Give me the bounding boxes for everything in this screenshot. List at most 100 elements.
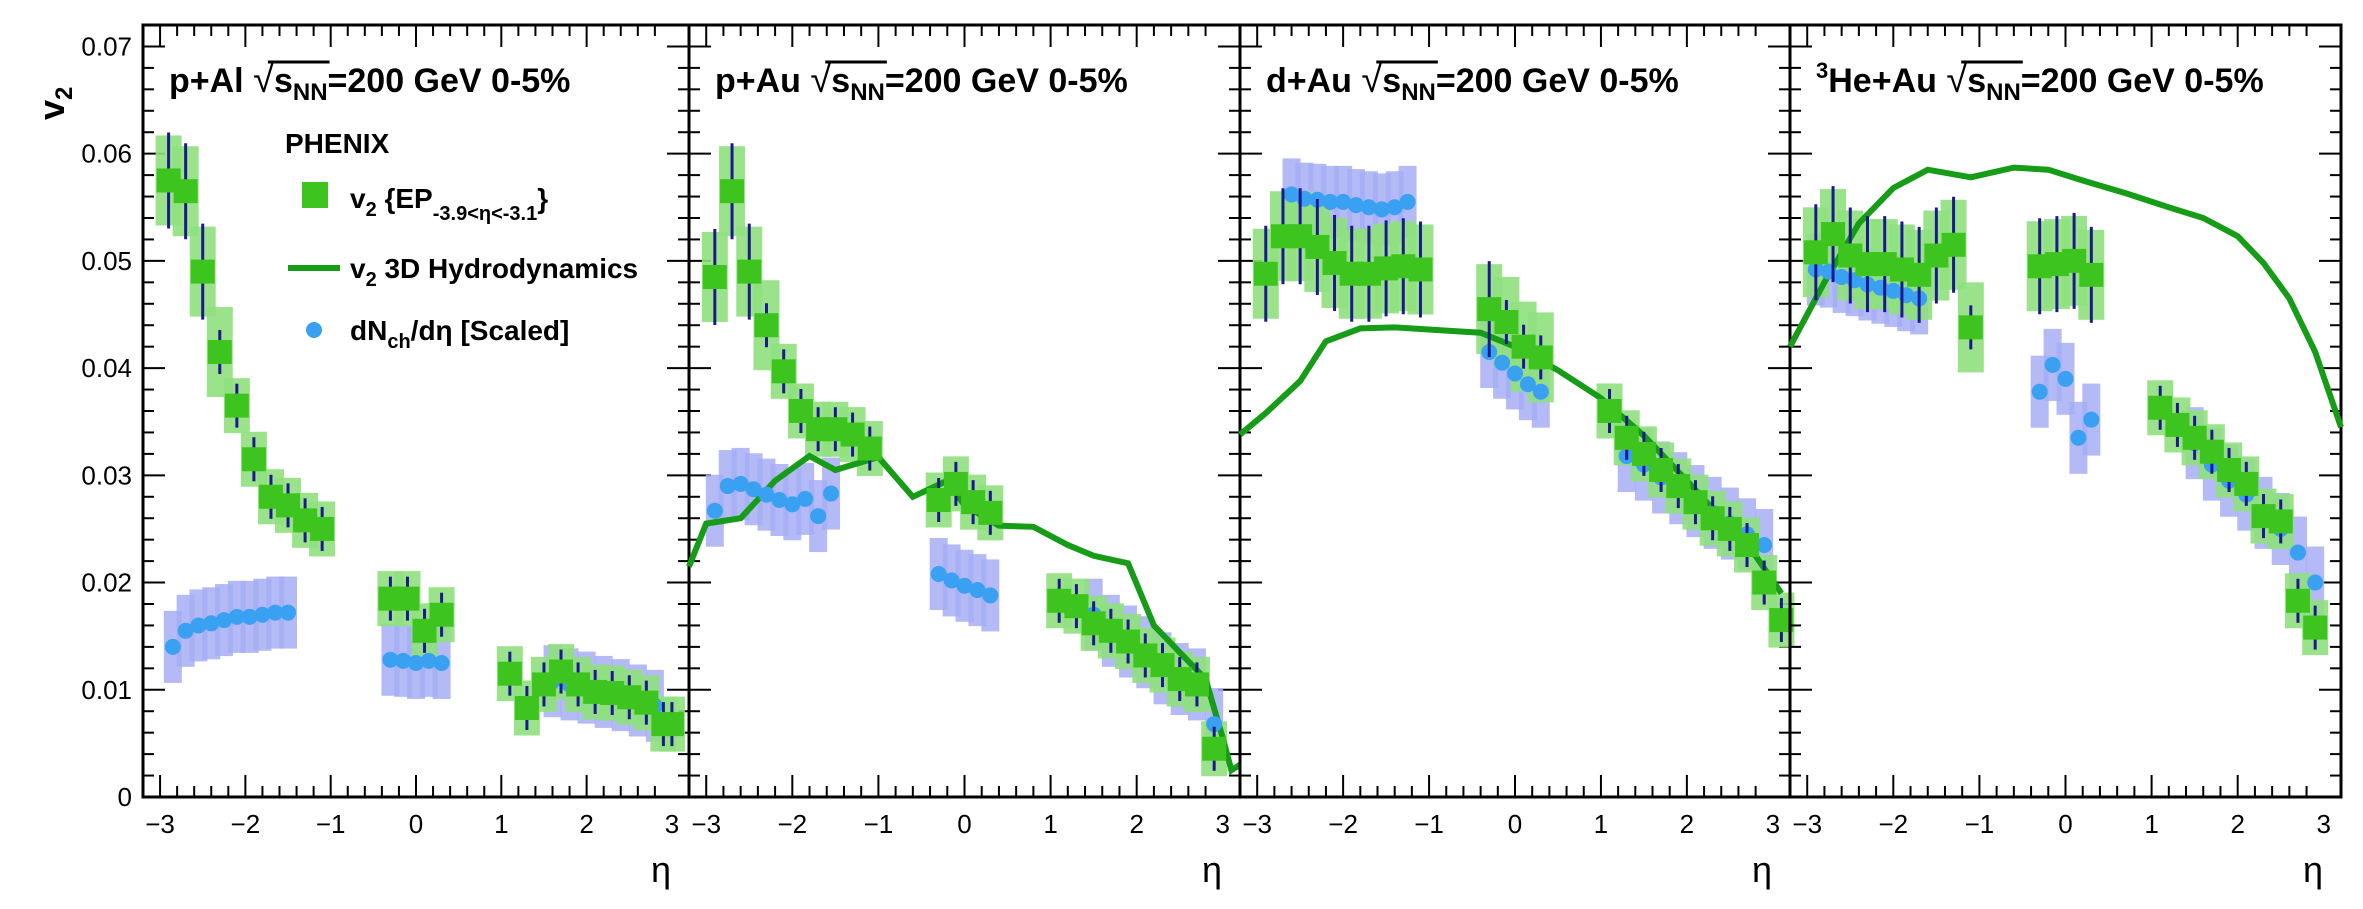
x-tick-label: 2: [1129, 809, 1143, 839]
x-tick-label: −2: [777, 809, 807, 839]
x-tick-label: 3: [665, 809, 679, 839]
legend-ep-entry: v2 {EP-3.9<η<-3.1}: [302, 182, 548, 225]
ep-point: [659, 712, 684, 737]
y-tick-label: 0.04: [81, 353, 132, 383]
dndeta-point: [784, 496, 801, 513]
dndeta-point: [1532, 383, 1549, 400]
x-tick-label: −2: [1878, 809, 1908, 839]
panel-3: −3 −2 −1 0 1 2 3 η d+Au √sNN=200 GeV 0-5%: [1238, 23, 1795, 890]
dndeta-point: [408, 654, 424, 671]
dndeta-point: [771, 491, 788, 508]
ep-point: [514, 696, 539, 721]
ep-point: [207, 340, 232, 365]
ep-point: [754, 313, 779, 338]
ep-point: [497, 661, 522, 686]
dndeta-point: [758, 486, 775, 503]
ep-point: [310, 516, 335, 541]
x-tick-label: 2: [579, 809, 593, 839]
panel-1: −3 −2 −1 0 1 2 3 η p+Al √sNN=200 GeV 0-5%: [141, 23, 691, 890]
x-tick-label: −3: [145, 809, 175, 839]
dndeta-point: [982, 587, 999, 604]
dndeta-point: [969, 582, 986, 599]
dndeta-point: [241, 608, 258, 625]
panel-frame: [1238, 23, 1792, 799]
x-tick-label: 3: [2317, 809, 2331, 839]
ep-point: [1752, 570, 1777, 595]
dndeta-point: [1756, 537, 1773, 554]
dndeta-point: [2083, 411, 2100, 428]
legend-ep-marker: [302, 182, 328, 208]
experiment-label: PHENIX: [285, 128, 390, 159]
ep-point: [1528, 345, 1553, 370]
ep-point: [857, 436, 882, 461]
ep-point: [1253, 261, 1278, 286]
ep-point: [1735, 533, 1760, 558]
panel-title: p+Al √sNN=200 GeV 0-5%: [169, 59, 570, 106]
y-tick-label: 0.06: [81, 139, 132, 169]
dndeta-point: [1360, 199, 1377, 216]
y-tick-label: 0: [118, 782, 132, 812]
dndeta-point: [810, 508, 827, 525]
ep-point: [634, 690, 659, 715]
ep-point: [2285, 588, 2310, 613]
x-axis-title: η: [651, 849, 671, 890]
dndeta-point: [2307, 574, 2324, 591]
y-tick-label: 0.02: [81, 568, 132, 598]
x-tick-label: −2: [1328, 809, 1358, 839]
hydro-curve: [1787, 164, 2344, 429]
panel-title: d+Au √sNN=200 GeV 0-5%: [1266, 59, 1679, 106]
dndeta-point: [216, 612, 233, 629]
dndeta-point: [164, 638, 181, 655]
x-tick-label: 0: [1508, 809, 1522, 839]
x-tick-label: −3: [1792, 809, 1822, 839]
dndeta-point: [1885, 282, 1902, 299]
x-tick-label: 3: [1216, 809, 1230, 839]
legend-hydro-label: v2 3D Hydrodynamics: [350, 253, 638, 291]
x-tick-label: 2: [2230, 809, 2244, 839]
ep-point: [2268, 509, 2293, 534]
x-tick-label: 1: [1594, 809, 1608, 839]
dndeta-point: [943, 572, 960, 589]
dndeta-point: [1399, 193, 1416, 210]
ep-point: [173, 179, 198, 204]
dndeta-point: [1833, 268, 1850, 285]
x-tick-label: 0: [2058, 809, 2072, 839]
ep-point: [190, 259, 215, 284]
ep-point: [1597, 399, 1622, 423]
ep-point: [241, 447, 266, 472]
ep-point: [395, 586, 420, 611]
dndeta-point: [1519, 376, 1536, 393]
dndeta-point: [1494, 354, 1511, 371]
svg-text:v2: v2: [31, 87, 78, 120]
x-tick-label: −3: [691, 809, 721, 839]
ep-point: [720, 179, 745, 204]
panels-group: −3 −2 −1 0 1 2 3 η p+Al √sNN=200 GeV 0-5% −3 −2 −1 0…: [81, 23, 2344, 890]
ep-point: [1408, 257, 1433, 282]
ep-point: [978, 500, 1003, 525]
x-axis-title: η: [1202, 849, 1222, 890]
ep-point: [1803, 240, 1828, 265]
dndeta-point: [2031, 383, 2048, 400]
ep-point: [2303, 615, 2328, 640]
dndeta-point: [177, 622, 194, 639]
ep-point: [737, 259, 762, 284]
y-tick-label: 0.01: [81, 675, 132, 705]
dndeta-point: [745, 481, 762, 498]
ep-point: [1941, 232, 1966, 257]
dndeta-point: [2070, 429, 2087, 446]
x-tick-label: −1: [864, 809, 894, 839]
x-tick-label: −1: [1965, 809, 1995, 839]
dndeta-point: [1507, 365, 1523, 382]
legend-hydro-entry: v2 3D Hydrodynamics: [288, 253, 638, 291]
legend: PHENIX v2 {EP-3.9<η<-3.1} v2 3D Hydrodyn…: [285, 128, 638, 353]
x-tick-label: 1: [2144, 809, 2158, 839]
dndeta-point: [190, 617, 207, 634]
dndeta-point: [382, 651, 399, 668]
dndeta-point: [254, 606, 271, 623]
dndeta-point: [1373, 201, 1390, 218]
dndeta-point: [823, 485, 840, 502]
ep-point: [2234, 471, 2259, 496]
ep-point: [1494, 310, 1519, 335]
dndeta-point: [1335, 193, 1352, 210]
